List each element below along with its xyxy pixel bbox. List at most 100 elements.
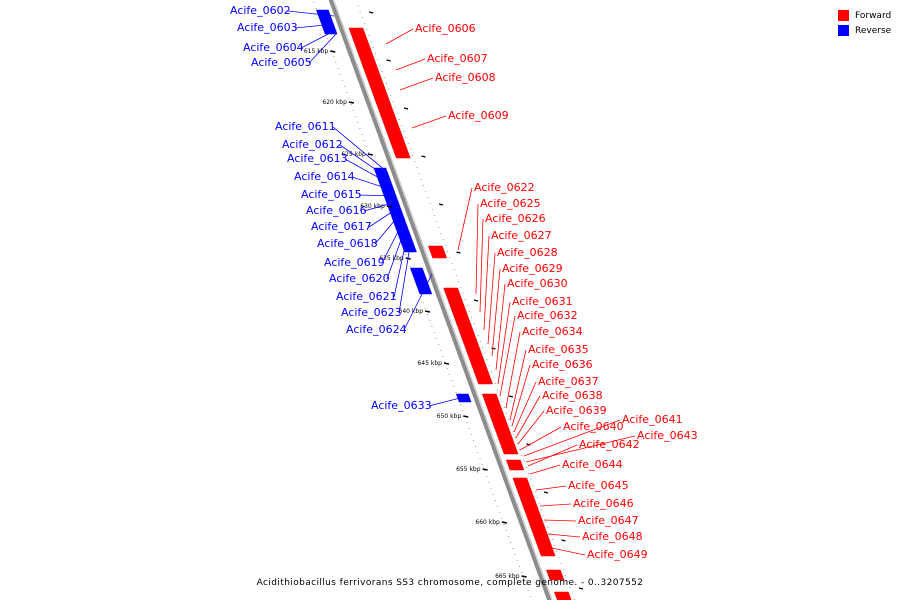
reverse-gene-label[interactable]: Acife_0611 (275, 120, 336, 133)
reverse-gene-block (409, 267, 426, 277)
forward-gene-label[interactable]: Acife_0648 (582, 530, 643, 543)
forward-leader-line (475, 203, 479, 295)
forward-gene-label[interactable]: Acife_0639 (546, 404, 607, 417)
reverse-gene-label[interactable]: Acife_0617 (311, 220, 372, 233)
track-dot (412, 155, 414, 156)
reverse-gene-label[interactable]: Acife_0612 (282, 138, 343, 151)
reverse-swatch (838, 25, 849, 36)
track-dot (366, 29, 368, 30)
track-dot (357, 122, 359, 123)
reverse-gene-block (380, 185, 397, 197)
reverse-leader-line (294, 23, 335, 29)
forward-gene-labels: Acife_0606 Acife_0607 Acife_0608 Acife_0609… (385, 22, 698, 561)
track-dot (479, 458, 481, 459)
reverse-gene-label[interactable]: Acife_0605 (251, 56, 312, 69)
forward-gene-label[interactable]: Acife_0638 (542, 389, 603, 402)
reverse-gene-label[interactable]: Acife_0615 (301, 188, 362, 201)
forward-gene-label[interactable]: Acife_0635 (528, 343, 589, 356)
forward-gene-block (449, 305, 472, 327)
forward-gene-block (369, 85, 391, 105)
reverse-gene-labels: Acife_0602 Acife_0603 Acife_0604 Acife_0605… (230, 4, 461, 412)
track-dot (398, 119, 400, 120)
forward-gene-label[interactable]: Acife_0607 (427, 52, 488, 65)
forward-gene-label[interactable]: Acife_0641 (622, 413, 683, 426)
forward-gene-label[interactable]: Acife_0645 (568, 479, 629, 492)
forward-gene-block (494, 427, 513, 439)
forward-gene-label[interactable]: Acife_0606 (415, 22, 476, 35)
reverse-gene-label[interactable]: Acife_0603 (237, 21, 298, 34)
forward-gene-label[interactable]: Acife_0629 (502, 262, 563, 275)
track-dot (497, 389, 499, 390)
reverse-gene-label[interactable]: Acife_0616 (306, 204, 367, 217)
forward-gene-block (505, 459, 525, 471)
reverse-gene-label[interactable]: Acife_0623 (341, 306, 402, 319)
forward-gene-label[interactable]: Acife_0647 (578, 514, 639, 527)
reverse-leader-line (363, 201, 397, 212)
track-dot (335, 62, 337, 63)
track-dot (472, 440, 474, 441)
track-dot (420, 179, 422, 180)
track-dot (423, 185, 425, 186)
forward-gene-label[interactable]: Acife_0622 (474, 181, 535, 194)
forward-gene-label[interactable]: Acife_0649 (587, 548, 648, 561)
forward-gene-label[interactable]: Acife_0634 (522, 325, 583, 338)
forward-gene-label[interactable]: Acife_0608 (435, 71, 496, 84)
forward-gene-label[interactable]: Acife_0643 (637, 429, 698, 442)
tick-label: 635 kbp (379, 255, 404, 262)
forward-gene-block (490, 417, 509, 429)
track-dot (379, 65, 381, 66)
reverse-gene-label[interactable]: Acife_0633 (371, 399, 432, 412)
track-dot (560, 563, 562, 564)
track-dot (442, 356, 444, 357)
forward-gene-label[interactable]: Acife_0636 (532, 358, 593, 371)
forward-gene-label[interactable]: Acife_0609 (448, 109, 509, 122)
forward-gene-label[interactable]: Acife_0644 (562, 458, 623, 471)
reverse-gene-label[interactable]: Acife_0621 (336, 290, 397, 303)
reverse-gene-label[interactable]: Acife_0614 (294, 170, 355, 183)
forward-gene-label[interactable]: Acife_0631 (512, 295, 573, 308)
reverse-gene-label[interactable]: Acife_0604 (243, 41, 304, 54)
forward-gene-label[interactable]: Acife_0642 (579, 438, 640, 451)
track-dot (519, 449, 521, 450)
forward-gene-label[interactable]: Acife_0646 (573, 497, 634, 510)
forward-gene-label[interactable]: Acife_0640 (563, 420, 624, 433)
track-dot (477, 452, 479, 453)
tick-mark (578, 587, 584, 590)
reverse-gene-label[interactable]: Acife_0624 (346, 323, 407, 336)
forward-gene-label[interactable]: Acife_0627 (491, 229, 552, 242)
track-dot (495, 383, 497, 384)
track-dot (512, 548, 514, 549)
track-dot (449, 257, 451, 258)
reverse-gene-label[interactable]: Acife_0613 (287, 152, 348, 165)
reverse-gene-label[interactable]: Acife_0618 (317, 237, 378, 250)
reverse-gene-label[interactable]: Acife_0619 (324, 256, 385, 269)
tick-mark (491, 347, 496, 350)
forward-gene-label[interactable]: Acife_0632 (517, 309, 578, 322)
forward-gene-label[interactable]: Acife_0625 (480, 197, 541, 210)
track-dot (473, 323, 475, 324)
track-dot (418, 173, 420, 174)
track-dot (337, 68, 339, 69)
track-dot (429, 320, 431, 321)
forward-gene-label[interactable]: Acife_0628 (497, 246, 558, 259)
forward-leader-line (479, 218, 484, 313)
track-dot (361, 134, 363, 135)
legend: Forward Reverse (838, 8, 891, 38)
forward-gene-label[interactable]: Acife_0626 (485, 212, 546, 225)
forward-leader-line (509, 349, 527, 421)
tick-mark (421, 155, 426, 158)
reverse-leader-line (308, 33, 337, 64)
track-dot (562, 569, 564, 570)
track-dot (554, 545, 556, 546)
reverse-gene-label[interactable]: Acife_0620 (329, 272, 390, 285)
track-dot (451, 380, 453, 381)
track-dot (453, 269, 455, 270)
forward-gene-label[interactable]: Acife_0630 (507, 277, 568, 290)
forward-gene-label[interactable]: Acife_0637 (538, 375, 599, 388)
reverse-leader-line (287, 10, 335, 17)
forward-leader-line (551, 547, 586, 556)
track-dot (497, 506, 499, 507)
forward-leader-line (395, 58, 426, 71)
track-dot (364, 23, 366, 24)
reverse-gene-label[interactable]: Acife_0602 (230, 4, 291, 17)
